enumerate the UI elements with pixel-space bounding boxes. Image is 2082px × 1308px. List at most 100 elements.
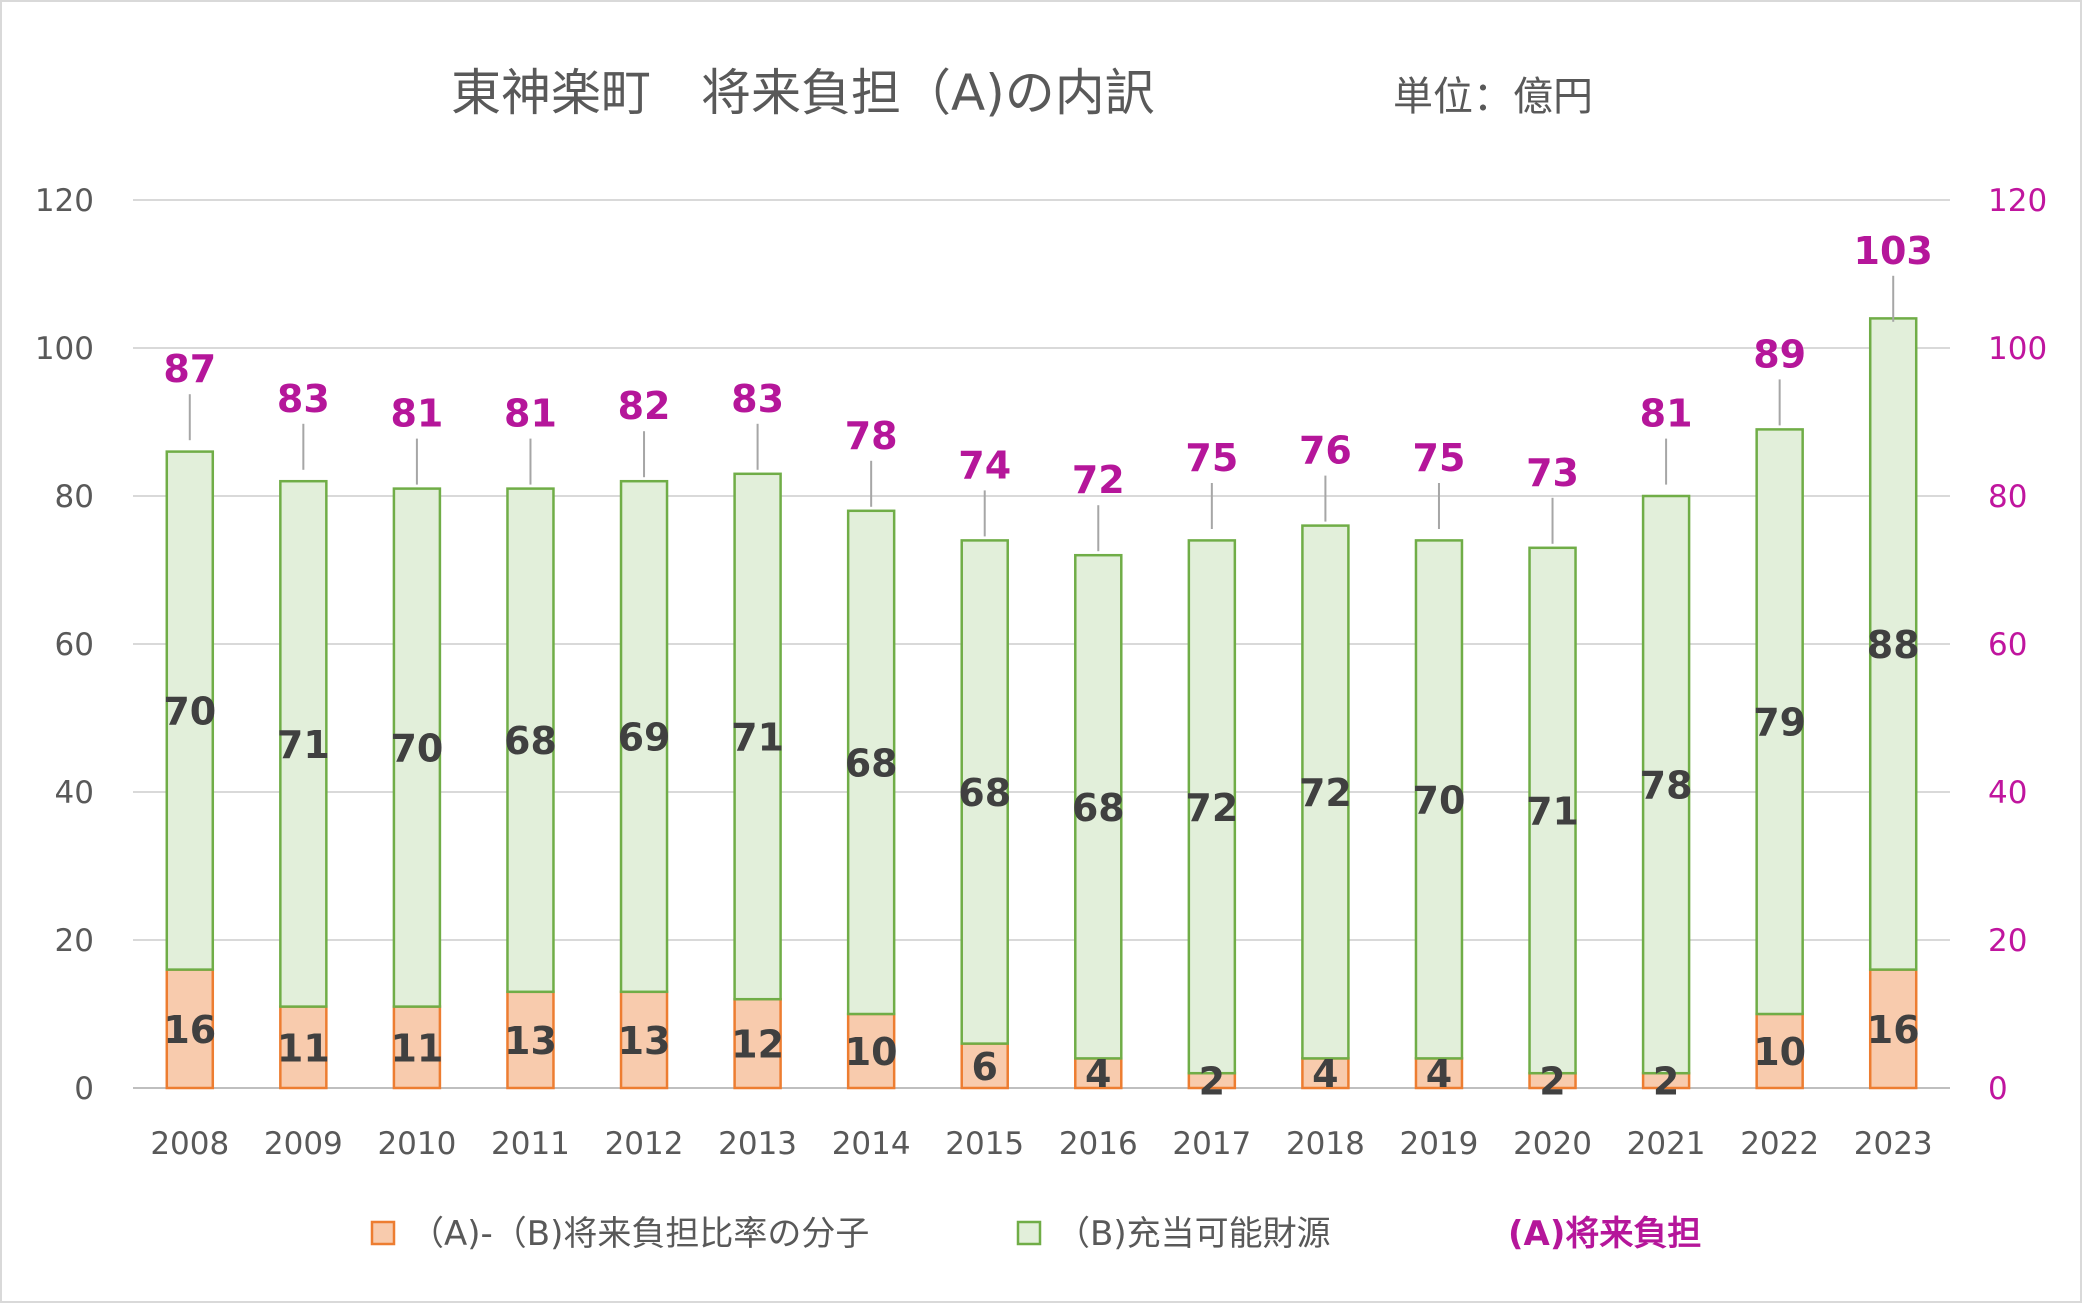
- data-label-resources: 69: [618, 716, 671, 760]
- bar-resources: [1301, 524, 1350, 1060]
- bar-resources: [506, 487, 555, 994]
- data-label-resources: 70: [1413, 778, 1466, 822]
- y2-tick-label: 60: [1988, 627, 2027, 663]
- data-label-total: 75: [1413, 436, 1466, 480]
- legend-label-numerator: （A)-（B)将来負担比率の分子: [410, 1214, 869, 1254]
- data-label-total: 73: [1526, 451, 1579, 495]
- data-label-total: 87: [163, 347, 216, 391]
- bar-resources: [1641, 494, 1691, 1075]
- y2-tick-label: 120: [1988, 183, 2047, 219]
- bar-numerator: [165, 968, 215, 1090]
- bar-resources: [1414, 539, 1464, 1060]
- data-label-total: 81: [504, 392, 557, 436]
- bar-numerator: [1074, 1057, 1123, 1090]
- data-label-numerator: 2: [1539, 1060, 1565, 1104]
- y2-tick-label: 80: [1988, 479, 2027, 515]
- data-label-resources: 68: [958, 771, 1011, 815]
- data-label-total: 74: [958, 443, 1011, 487]
- data-label-total: 82: [618, 384, 671, 428]
- legend-swatch-resources: [1016, 1220, 1042, 1246]
- data-label-total: 75: [1185, 436, 1238, 480]
- data-label-numerator: 4: [1312, 1052, 1338, 1096]
- left-axis: 0 20 40 60 80 100 120: [35, 183, 94, 1107]
- y-tick-label: 120: [35, 183, 94, 219]
- x-tick-label: 2017: [1172, 1126, 1251, 1162]
- data-label-resources: 71: [731, 716, 784, 760]
- bar-resources: [1528, 546, 1577, 1075]
- bar-numerator: [733, 997, 782, 1090]
- y2-tick-label: 40: [1988, 775, 2027, 811]
- bar-numerator: [1301, 1057, 1350, 1090]
- bar-numerator: [619, 990, 669, 1090]
- bar-numerator: [1868, 968, 1918, 1090]
- data-label-resources: 70: [390, 727, 443, 771]
- x-tick-label: 2023: [1854, 1126, 1933, 1162]
- legend-swatch-numerator: [370, 1220, 396, 1246]
- y2-tick-label: 20: [1988, 923, 2027, 959]
- y2-tick-label: 100: [1988, 331, 2047, 367]
- data-label-numerator: 2: [1653, 1060, 1679, 1104]
- y-tick-label: 40: [55, 775, 94, 811]
- chart-title: 東神楽町 将来負担（A)の内訳: [451, 64, 1155, 122]
- data-label-resources: 68: [504, 719, 557, 763]
- data-label-total: 89: [1753, 332, 1806, 376]
- data-label-numerator: 12: [731, 1023, 784, 1067]
- x-tick-label: 2018: [1286, 1126, 1365, 1162]
- data-label-total: 78: [845, 414, 898, 458]
- bar-resources: [1074, 553, 1123, 1060]
- x-tick-label: 2015: [945, 1126, 1024, 1162]
- bar-resources: [279, 479, 328, 1008]
- data-label-numerator: 16: [1867, 1008, 1920, 1052]
- data-label-numerator: 6: [971, 1045, 997, 1089]
- data-label-resources: 71: [1526, 790, 1579, 834]
- legend-label-resources: （B)充当可能財源: [1056, 1214, 1331, 1254]
- data-label-resources: 79: [1753, 701, 1806, 745]
- bar-resources: [392, 487, 442, 1008]
- x-tick-label: 2016: [1059, 1126, 1138, 1162]
- x-tick-label: 2013: [718, 1126, 797, 1162]
- data-label-numerator: 2: [1199, 1060, 1225, 1104]
- data-label-total: 81: [390, 392, 443, 436]
- data-label-numerator: 10: [1753, 1030, 1806, 1074]
- data-label-total: 103: [1854, 229, 1933, 273]
- x-tick-label: 2011: [491, 1126, 570, 1162]
- y-tick-label: 60: [55, 627, 94, 663]
- data-label-total: 83: [277, 377, 330, 421]
- bar-numerator: [1755, 1012, 1804, 1090]
- legend: （A)-（B)将来負担比率の分子 （B)充当可能財源 (A)将来負担: [370, 1214, 1701, 1254]
- data-label-resources: 68: [845, 741, 898, 785]
- data-label-total: 81: [1640, 392, 1693, 436]
- bar-numerator: [392, 1005, 442, 1090]
- bar-resources: [960, 539, 1009, 1045]
- bar-numerator: [506, 990, 555, 1090]
- x-tick-label: 2022: [1740, 1126, 1819, 1162]
- data-label-numerator: 16: [163, 1008, 216, 1052]
- data-label-numerator: 4: [1426, 1052, 1452, 1096]
- chart-unit-label: 単位：億円: [1393, 74, 1593, 120]
- data-label-numerator: 13: [618, 1019, 671, 1063]
- bar-resources: [619, 479, 669, 994]
- data-label-resources: 72: [1185, 786, 1238, 830]
- y2-tick-label: 0: [1988, 1071, 2008, 1107]
- bar-resources: [733, 472, 782, 1001]
- y-tick-label: 100: [35, 331, 94, 367]
- x-tick-label: 2009: [264, 1126, 343, 1162]
- data-label-resources: 68: [1072, 786, 1125, 830]
- data-label-total: 72: [1072, 458, 1125, 502]
- data-label-total: 76: [1299, 429, 1352, 473]
- x-tick-label: 2012: [605, 1126, 684, 1162]
- x-tick-label: 2014: [832, 1126, 911, 1162]
- data-labels: 1670871171831170811368811369821271831068…: [163, 229, 1933, 1104]
- bar-resources: [1187, 539, 1237, 1075]
- right-axis: 0 20 40 60 80 100 120: [1988, 183, 2047, 1107]
- data-label-resources: 88: [1867, 623, 1920, 667]
- bar-resources: [165, 450, 215, 971]
- y-tick-label: 0: [74, 1071, 94, 1107]
- bar-resources: [1755, 428, 1804, 1016]
- y-tick-label: 80: [55, 479, 94, 515]
- bar-resources: [846, 509, 896, 1016]
- legend-label-total: (A)将来負担: [1508, 1214, 1701, 1254]
- data-label-resources: 72: [1299, 771, 1352, 815]
